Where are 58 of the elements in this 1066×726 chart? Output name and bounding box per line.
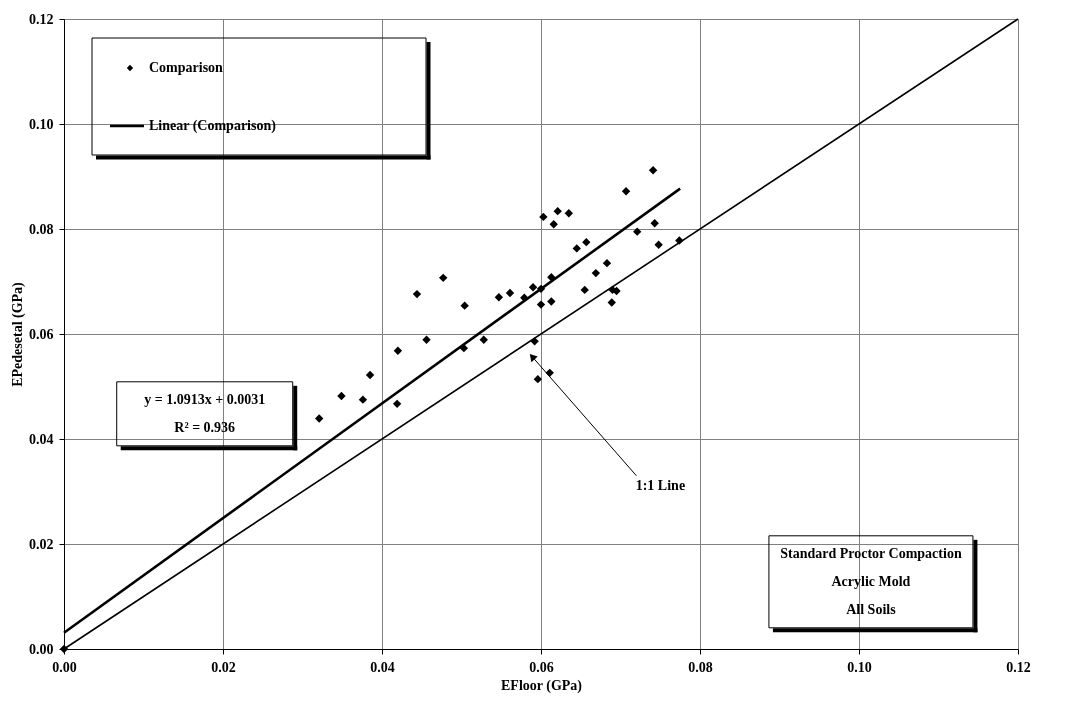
point xyxy=(602,258,612,268)
point xyxy=(533,374,542,384)
annotation: R² = 0.936 xyxy=(174,419,236,435)
point xyxy=(547,273,556,282)
annotation: Acrylic Mold xyxy=(831,573,911,589)
point xyxy=(536,300,546,309)
point xyxy=(607,298,616,307)
annotation: Standard Proctor Compaction xyxy=(780,545,962,561)
x-tick-label: 0.12 xyxy=(1006,659,1031,675)
x-axis-title: EFloor (GPa) xyxy=(500,677,583,694)
y-tick-label: 0.04 xyxy=(29,431,54,447)
point xyxy=(412,289,422,299)
annotation: All Soils xyxy=(846,601,897,617)
point xyxy=(460,301,469,310)
point xyxy=(337,391,346,401)
y-tick-label: 0.10 xyxy=(29,116,54,132)
point xyxy=(528,283,538,292)
point xyxy=(393,346,403,355)
point xyxy=(358,395,368,404)
point xyxy=(315,414,324,423)
point xyxy=(392,399,402,409)
point xyxy=(505,288,515,298)
point xyxy=(553,206,562,216)
point xyxy=(621,187,631,196)
point xyxy=(650,219,659,228)
y-tick-label: 0.08 xyxy=(29,221,54,237)
point xyxy=(648,166,658,175)
x-tick-label: 0.02 xyxy=(211,659,236,675)
point xyxy=(572,244,581,253)
x-tick-label: 0.04 xyxy=(370,659,395,675)
point xyxy=(580,285,589,295)
point xyxy=(633,227,642,236)
point xyxy=(439,273,448,283)
y-axis-title: EPedesetal (GPa) xyxy=(10,281,26,387)
point xyxy=(591,268,601,278)
point xyxy=(549,220,558,229)
x-tick-label: 0.06 xyxy=(529,659,554,675)
point xyxy=(365,370,375,380)
annotation: 1:1 Line xyxy=(635,477,686,493)
x-tick-label: 0.00 xyxy=(52,659,77,675)
point xyxy=(539,212,548,222)
y-tick-label: 0.00 xyxy=(29,641,54,657)
point xyxy=(479,335,488,344)
annotation: y = 1.0913x + 0.0031 xyxy=(144,391,266,407)
legend-label: Comparison xyxy=(149,60,224,75)
legend-label: Linear (Comparison) xyxy=(149,118,277,134)
y-tick-label: 0.06 xyxy=(29,326,54,342)
point xyxy=(422,335,431,344)
point xyxy=(582,237,591,247)
point xyxy=(547,297,556,306)
x-tick-label: 0.08 xyxy=(688,659,713,675)
point xyxy=(564,209,574,218)
y-tick-label: 0.12 xyxy=(29,11,54,27)
y-tick-label: 0.02 xyxy=(29,536,54,552)
x-tick-label: 0.10 xyxy=(847,659,872,675)
point xyxy=(612,286,621,296)
point xyxy=(654,240,663,249)
point xyxy=(494,293,504,302)
